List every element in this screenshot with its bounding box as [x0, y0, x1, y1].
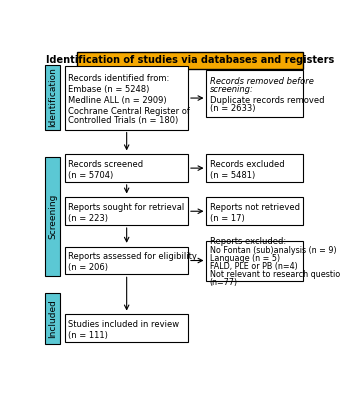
Text: Records screened: Records screened — [68, 160, 143, 169]
Text: Language (n = 5): Language (n = 5) — [210, 254, 280, 263]
Text: Reports excluded:: Reports excluded: — [210, 238, 286, 246]
Text: (n = 223): (n = 223) — [68, 214, 108, 223]
Text: Screening: Screening — [48, 194, 57, 239]
Text: (n = 5704): (n = 5704) — [68, 171, 114, 180]
Text: Identification: Identification — [48, 67, 57, 127]
Text: (n = 2633): (n = 2633) — [210, 104, 255, 113]
Text: (n = 5481): (n = 5481) — [210, 171, 255, 180]
Bar — [65, 314, 188, 342]
Text: Reports assessed for eligibility: Reports assessed for eligibility — [68, 252, 197, 261]
Text: Reports not retrieved: Reports not retrieved — [210, 203, 300, 212]
Text: Records identified from:: Records identified from: — [68, 74, 169, 84]
Bar — [207, 154, 303, 182]
Text: Records excluded: Records excluded — [210, 160, 284, 169]
Bar — [45, 293, 60, 344]
Bar — [207, 197, 303, 225]
Text: (n = 17): (n = 17) — [210, 214, 244, 223]
Bar — [207, 240, 303, 280]
Text: Medline ALL (n = 2909): Medline ALL (n = 2909) — [68, 96, 167, 106]
Text: Reports sought for retrieval: Reports sought for retrieval — [68, 203, 184, 212]
Text: Cochrane Central Register of: Cochrane Central Register of — [68, 108, 190, 116]
Text: screening:: screening: — [210, 85, 253, 94]
Text: FALD, PLE or PB (n=4): FALD, PLE or PB (n=4) — [210, 262, 297, 271]
Text: Records removed before: Records removed before — [210, 77, 313, 86]
Bar — [45, 65, 60, 130]
Text: Duplicate records removed: Duplicate records removed — [210, 96, 324, 105]
Text: (n=77): (n=77) — [210, 278, 238, 287]
Bar — [77, 52, 303, 69]
Bar — [207, 70, 303, 117]
Text: (n = 206): (n = 206) — [68, 263, 108, 272]
Text: Not relevant to research question: Not relevant to research question — [210, 270, 341, 279]
Text: Included: Included — [48, 299, 57, 338]
Bar — [65, 247, 188, 274]
Text: No Fontan (sub)analysis (n = 9): No Fontan (sub)analysis (n = 9) — [210, 246, 336, 255]
Text: Controlled Trials (n = 180): Controlled Trials (n = 180) — [68, 116, 178, 125]
Bar — [65, 66, 188, 130]
Text: Embase (n = 5248): Embase (n = 5248) — [68, 86, 150, 94]
Bar — [65, 154, 188, 182]
Text: Identification of studies via databases and registers: Identification of studies via databases … — [46, 55, 334, 65]
Bar — [65, 197, 188, 225]
Text: (n = 111): (n = 111) — [68, 331, 108, 340]
Text: Studies included in review: Studies included in review — [68, 320, 179, 329]
Bar — [45, 157, 60, 276]
